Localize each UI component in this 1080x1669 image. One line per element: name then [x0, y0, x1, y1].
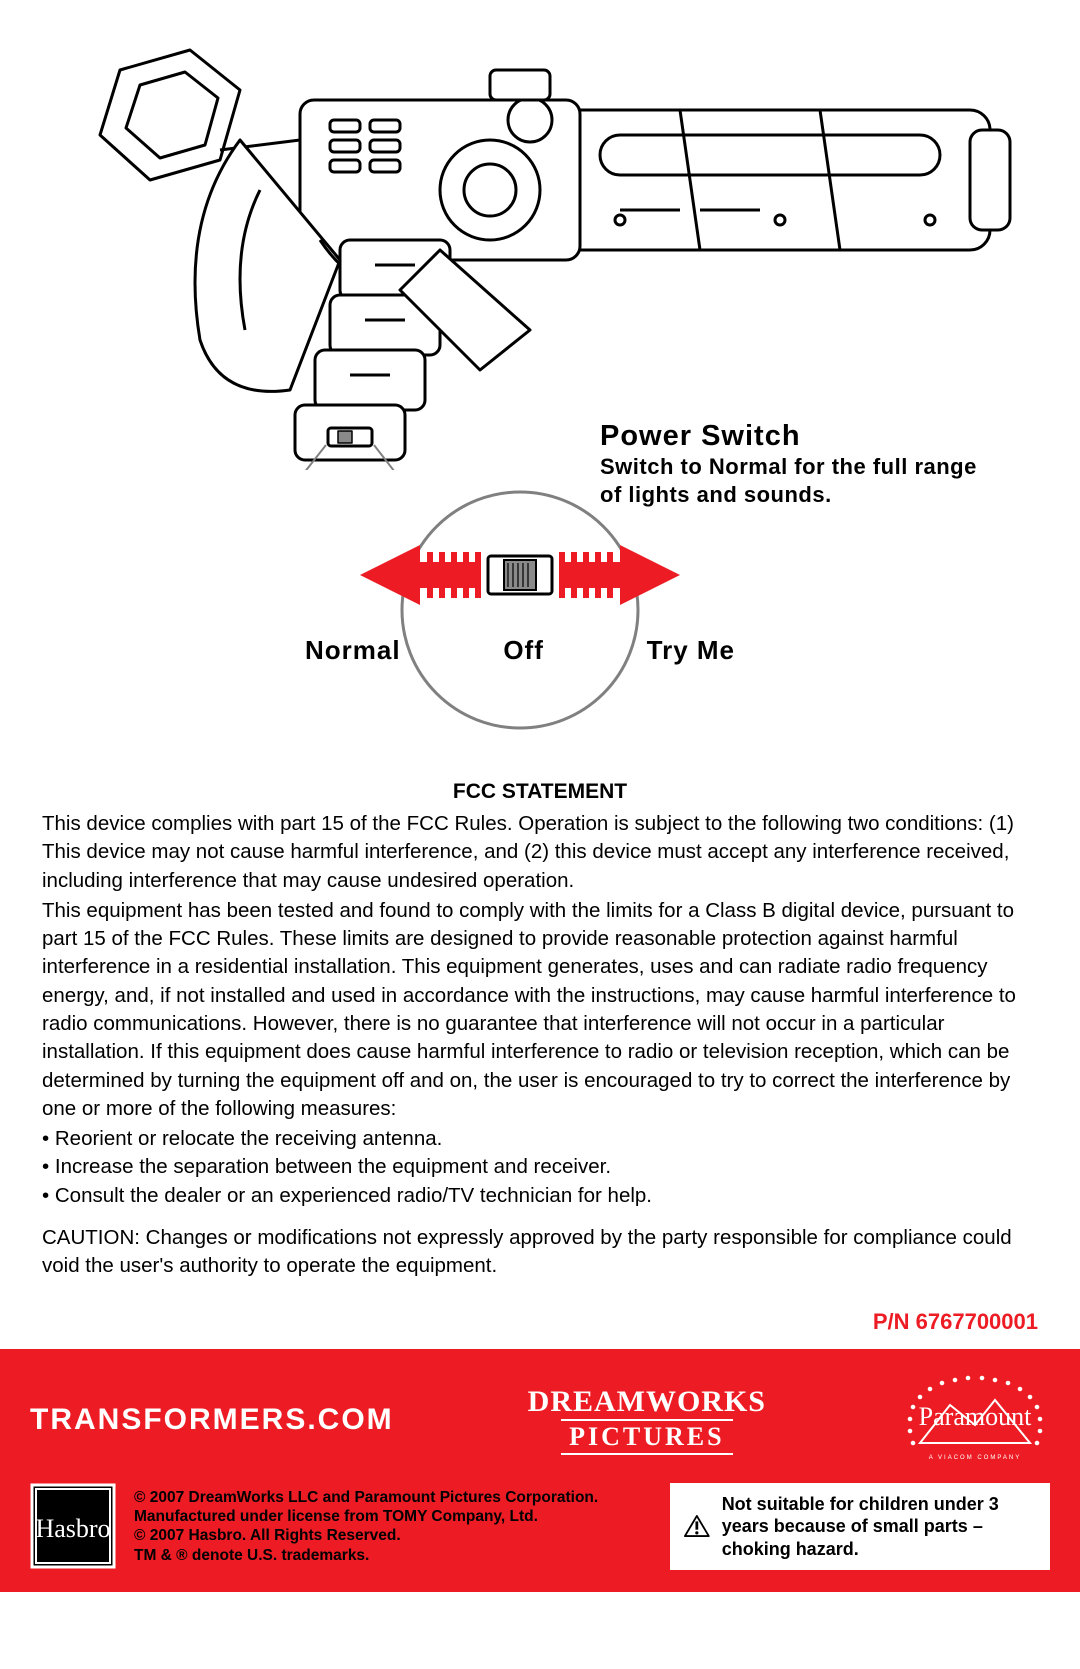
fcc-caution: CAUTION: Changes or modifications not ex… [42, 1224, 1038, 1281]
hasbro-text: Hasbro [35, 1514, 110, 1543]
paramount-logo: Paramount A VIACOM COMPANY [900, 1375, 1050, 1465]
dreamworks-logo: DREAMWORKS PICTURES [528, 1385, 766, 1455]
fcc-bullet: • Consult the dealer or an experienced r… [42, 1182, 1038, 1210]
fcc-bullet: • Increase the separation between the eq… [42, 1153, 1038, 1181]
part-number: P/N 6767700001 [40, 1309, 1040, 1335]
switch-position-labels: Normal Off Try Me [305, 635, 735, 666]
transformers-url: TRANSFORMERS.COM [30, 1403, 394, 1437]
switch-label-tryme: Try Me [647, 635, 735, 666]
fcc-statement: FCC STATEMENT This device complies with … [40, 780, 1040, 1281]
product-diagram: Power Switch Switch to Normal for the fu… [40, 40, 1040, 720]
paramount-sub: A VIACOM COMPANY [929, 1455, 1022, 1461]
footer: TRANSFORMERS.COM DREAMWORKS PICTURES Par… [0, 1349, 1080, 1593]
paramount-text: Paramount [919, 1402, 1032, 1431]
dreamworks-line2: PICTURES [561, 1419, 732, 1455]
copyright-line: Manufactured under license from TOMY Com… [134, 1507, 652, 1526]
fcc-bullet: • Reorient or relocate the receiving ant… [42, 1125, 1038, 1153]
switch-label-normal: Normal [305, 635, 401, 666]
fcc-para-1: This device complies with part 15 of the… [42, 810, 1038, 895]
copyright-block: © 2007 DreamWorks LLC and Paramount Pict… [134, 1488, 652, 1566]
choking-hazard-warning: Not suitable for children under 3 years … [670, 1483, 1050, 1571]
copyright-line: TM & ® denote U.S. trademarks. [134, 1546, 652, 1565]
copyright-line: © 2007 Hasbro. All Rights Reserved. [134, 1526, 652, 1545]
warning-triangle-icon [684, 1501, 710, 1551]
fcc-para-2: This equipment has been tested and found… [42, 897, 1038, 1123]
fcc-title: FCC STATEMENT [42, 780, 1038, 804]
copyright-line: © 2007 DreamWorks LLC and Paramount Pict… [134, 1488, 652, 1507]
warning-text: Not suitable for children under 3 years … [722, 1493, 1036, 1561]
switch-label-off: Off [503, 635, 544, 666]
dreamworks-line1: DREAMWORKS [528, 1385, 766, 1419]
switch-detail-diagram [320, 490, 720, 750]
blaster-lineart [60, 40, 1020, 470]
hasbro-logo: Hasbro [30, 1483, 116, 1569]
power-switch-title: Power Switch [600, 420, 1000, 453]
